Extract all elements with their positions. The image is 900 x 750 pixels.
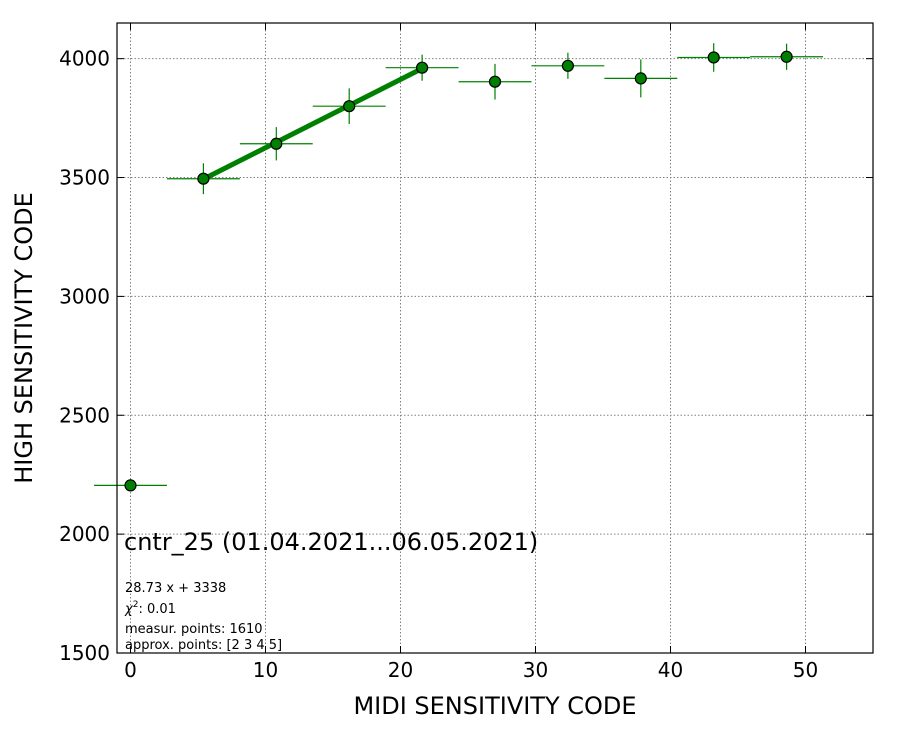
y-axis-label: HIGH SENSITIVITY CODE bbox=[10, 192, 38, 484]
data-point bbox=[561, 59, 575, 72]
y-tick-labels: 1500 2000 2500 3000 3500 4000 bbox=[59, 47, 110, 665]
x-tick-labels: 0 10 20 30 40 50 bbox=[124, 658, 818, 682]
annotation-title: cntr_25 (01.04.2021...06.05.2021) bbox=[124, 528, 538, 556]
data-point bbox=[780, 50, 793, 63]
chi2-value: : 0.01 bbox=[138, 602, 175, 617]
data-point bbox=[416, 61, 429, 74]
y-tick-label: 3000 bbox=[59, 284, 110, 308]
errorbar-layer bbox=[94, 43, 824, 486]
fit-line bbox=[202, 66, 424, 182]
y-tick-label: 2000 bbox=[59, 522, 110, 546]
x-tick-label: 40 bbox=[658, 658, 683, 682]
y-tick-label: 4000 bbox=[59, 47, 110, 71]
x-tick-label: 50 bbox=[793, 658, 818, 682]
chi2-symbol: χ bbox=[124, 602, 134, 617]
y-tick-label: 2500 bbox=[59, 403, 110, 427]
x-tick-label: 30 bbox=[523, 658, 548, 682]
tick-marks bbox=[117, 23, 873, 654]
y-tick-label: 1500 bbox=[59, 641, 110, 665]
x-tick-label: 0 bbox=[124, 658, 137, 682]
data-point bbox=[707, 51, 720, 64]
x-tick-label: 20 bbox=[388, 658, 413, 682]
data-point bbox=[270, 137, 283, 150]
chi2-superscript: 2 bbox=[133, 600, 139, 610]
fit-line-layer bbox=[202, 66, 424, 182]
plot-frame bbox=[116, 22, 874, 654]
data-points-layer bbox=[124, 50, 793, 492]
data-point bbox=[197, 172, 210, 185]
annotation-approx-points: approx. points: [2 3 4 5] bbox=[125, 638, 282, 653]
x-axis-label: MIDI SENSITIVITY CODE bbox=[353, 692, 636, 720]
x-tick-label: 10 bbox=[253, 658, 278, 682]
data-point bbox=[634, 72, 647, 85]
data-point bbox=[124, 479, 137, 492]
annotation-equation: 28.73 x + 3338 bbox=[125, 581, 226, 596]
grid-lines bbox=[117, 23, 873, 654]
annotation-measur-points: measur. points: 1610 bbox=[125, 622, 263, 637]
data-point bbox=[343, 100, 356, 113]
y-tick-label: 3500 bbox=[59, 166, 110, 190]
data-point bbox=[488, 75, 502, 88]
annotation-chi2: χ2: 0.01 bbox=[124, 600, 176, 617]
